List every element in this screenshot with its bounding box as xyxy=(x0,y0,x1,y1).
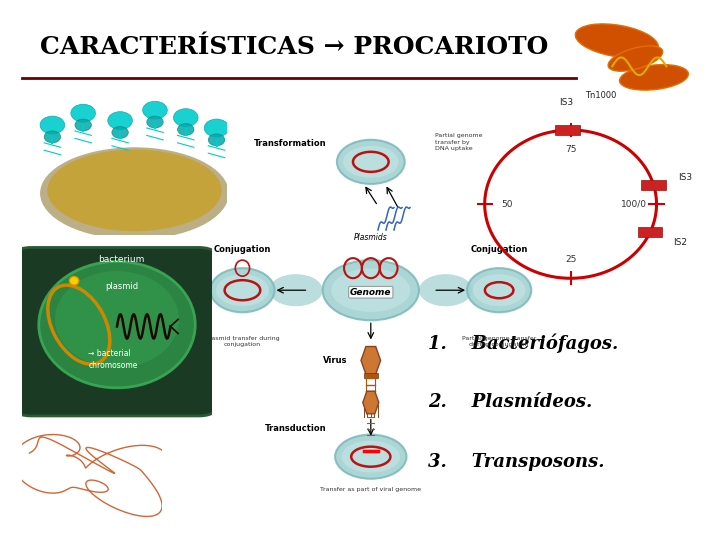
Text: 75: 75 xyxy=(565,145,576,154)
Circle shape xyxy=(147,116,163,128)
FancyBboxPatch shape xyxy=(8,247,222,416)
Text: IS3: IS3 xyxy=(559,98,574,107)
Circle shape xyxy=(44,131,60,143)
Text: Partial genome transfer
during conjugation: Partial genome transfer during conjugati… xyxy=(462,336,536,347)
FancyBboxPatch shape xyxy=(638,227,662,237)
Ellipse shape xyxy=(335,435,407,479)
Ellipse shape xyxy=(337,140,405,184)
Ellipse shape xyxy=(575,24,658,58)
Text: 1 µm: 1 µm xyxy=(76,515,94,521)
Circle shape xyxy=(108,112,132,130)
Circle shape xyxy=(174,109,198,126)
Ellipse shape xyxy=(39,261,195,388)
Circle shape xyxy=(112,126,128,138)
Ellipse shape xyxy=(269,274,323,306)
Text: Genome: Genome xyxy=(350,288,392,296)
Polygon shape xyxy=(361,347,381,374)
Text: Conjugation: Conjugation xyxy=(470,245,528,254)
Circle shape xyxy=(75,119,91,131)
Text: Transduction: Transduction xyxy=(265,423,326,433)
Text: Partial genome
transfer by
DNA uptake: Partial genome transfer by DNA uptake xyxy=(435,133,482,151)
Ellipse shape xyxy=(323,260,419,320)
Text: CARACTERÍSTICAS → PROCARIOTO: CARACTERÍSTICAS → PROCARIOTO xyxy=(40,35,548,59)
Circle shape xyxy=(208,134,225,146)
Circle shape xyxy=(69,276,79,285)
Ellipse shape xyxy=(210,268,274,312)
Text: Tn1000: Tn1000 xyxy=(585,91,616,100)
Text: Virus: Virus xyxy=(323,356,348,365)
Text: Conjugation: Conjugation xyxy=(214,245,271,254)
Ellipse shape xyxy=(331,268,410,312)
Circle shape xyxy=(40,116,65,134)
Text: Transformation: Transformation xyxy=(253,139,326,148)
FancyBboxPatch shape xyxy=(555,125,580,135)
Ellipse shape xyxy=(40,147,229,239)
Text: IS2: IS2 xyxy=(673,238,688,247)
Text: plasmid: plasmid xyxy=(106,281,139,291)
FancyBboxPatch shape xyxy=(642,180,666,190)
Text: Transfer as part of viral genome: Transfer as part of viral genome xyxy=(320,487,421,492)
Ellipse shape xyxy=(473,274,526,306)
Circle shape xyxy=(71,104,96,122)
Ellipse shape xyxy=(419,274,472,306)
Text: 2.    Plasmídeos.: 2. Plasmídeos. xyxy=(428,393,593,411)
Bar xyxy=(364,374,378,379)
Text: 1.    Bacteriófagos.: 1. Bacteriófagos. xyxy=(428,333,618,353)
Text: 100/0: 100/0 xyxy=(621,200,647,208)
Ellipse shape xyxy=(341,441,400,472)
Text: Plasmid transfer during
conjugation: Plasmid transfer during conjugation xyxy=(206,336,279,347)
Ellipse shape xyxy=(48,150,222,231)
Text: 3.    Transposons.: 3. Transposons. xyxy=(428,453,605,471)
Ellipse shape xyxy=(619,65,688,90)
Ellipse shape xyxy=(467,268,531,312)
Text: bacterium: bacterium xyxy=(98,255,144,264)
Polygon shape xyxy=(363,392,379,414)
Circle shape xyxy=(178,124,194,136)
Text: → bacterial
chromosome: → bacterial chromosome xyxy=(89,349,138,370)
Text: 25: 25 xyxy=(565,255,576,264)
Ellipse shape xyxy=(608,46,662,71)
Ellipse shape xyxy=(216,274,269,306)
Text: 50: 50 xyxy=(501,200,513,208)
Text: Plasmids: Plasmids xyxy=(354,233,387,242)
Circle shape xyxy=(143,102,167,119)
Circle shape xyxy=(204,119,229,137)
Text: IS3: IS3 xyxy=(678,173,692,182)
Ellipse shape xyxy=(55,271,179,368)
Ellipse shape xyxy=(343,146,399,178)
